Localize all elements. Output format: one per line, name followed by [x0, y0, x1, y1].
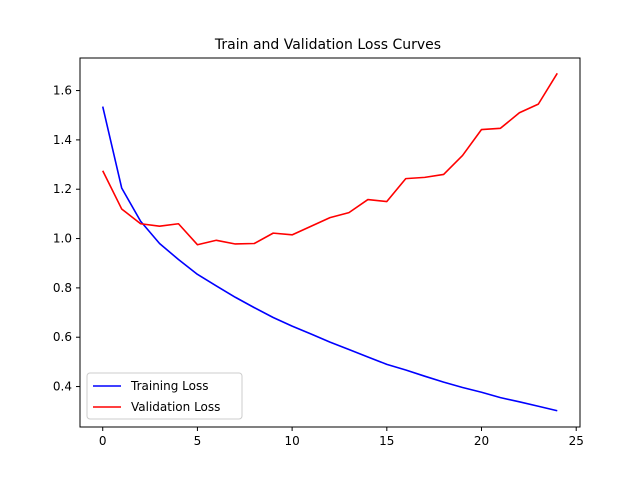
legend-label-training-loss: Training Loss	[130, 379, 208, 393]
x-tick-label: 0	[99, 434, 107, 448]
legend-box	[86, 372, 243, 420]
y-tick-label: 1.6	[53, 84, 72, 98]
y-tick-label: 0.4	[53, 380, 72, 394]
series-layer	[101, 72, 558, 412]
x-tick-label: 15	[379, 434, 394, 448]
series-line-validation-loss	[102, 72, 558, 246]
y-tick-label: 0.8	[53, 281, 72, 295]
legend: Training Loss Validation Loss	[86, 372, 243, 420]
series-line-training-loss	[101, 106, 558, 412]
y-tick-label: 1.4	[53, 133, 72, 147]
y-tick-label: 1.2	[53, 182, 72, 196]
chart-title: Train and Validation Loss Curves	[214, 37, 441, 53]
plot-area	[79, 57, 581, 428]
legend-label-validation-loss: Validation Loss	[131, 400, 220, 414]
y-tick-label: 1.0	[53, 232, 72, 246]
x-tick-label: 10	[284, 434, 299, 448]
y-tick-label: 0.6	[53, 330, 72, 344]
axes: 0 5 10 15 20 25 0.4 0.6 0.8 1.0 1.2 1.4 1.6	[53, 84, 584, 448]
x-tick-label: 25	[569, 434, 584, 448]
x-tick-label: 20	[474, 434, 489, 448]
x-tick-label: 5	[194, 434, 202, 448]
plot-frame	[79, 57, 581, 428]
